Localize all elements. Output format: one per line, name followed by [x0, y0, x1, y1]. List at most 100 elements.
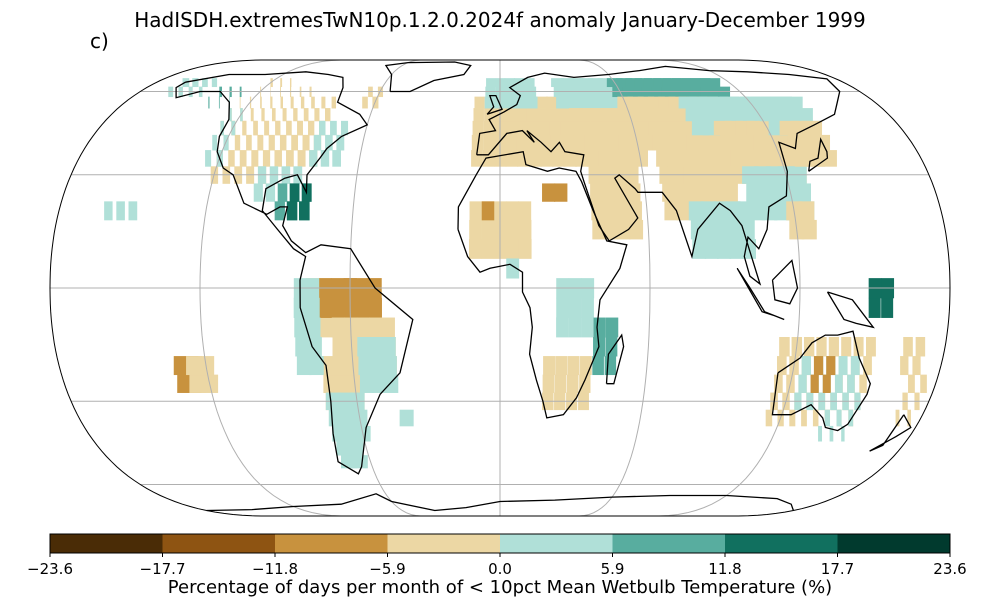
coastline [736, 267, 785, 321]
anomaly-cell [270, 78, 273, 88]
anomaly-cell [709, 96, 729, 109]
anomaly-cell [566, 96, 580, 109]
anomaly-cell [306, 317, 321, 338]
anomaly-cell [699, 78, 721, 88]
coastline [605, 333, 625, 385]
anomaly-cell [313, 134, 322, 151]
anomaly-cell [336, 134, 345, 151]
anomaly-cell [332, 336, 347, 357]
anomaly-cell [368, 297, 382, 318]
anomaly-cell [593, 120, 608, 136]
anomaly-cell [552, 150, 566, 167]
anomaly-cell [542, 183, 556, 202]
anomaly-cell [593, 317, 606, 338]
anomaly-cell [595, 134, 611, 151]
anomaly-cell [900, 356, 909, 376]
anomaly-cell [579, 108, 594, 122]
anomaly-cell [915, 336, 926, 357]
anomaly-cell [780, 96, 803, 109]
anomaly-cell [506, 239, 520, 259]
anomaly-cell [265, 183, 276, 202]
anomaly-cell [700, 201, 716, 221]
graticule [50, 60, 950, 516]
anomaly-cell [863, 356, 872, 376]
anomaly-cell [607, 96, 623, 109]
anomaly-cell [208, 96, 210, 109]
anomaly-cell [359, 374, 375, 393]
anomaly-cell [703, 219, 718, 240]
coastlines [175, 61, 912, 512]
anomaly-cell [274, 150, 282, 167]
anomaly-cell [234, 134, 241, 151]
anomaly-cell [290, 96, 294, 109]
anomaly-cell [605, 336, 618, 357]
coastline [457, 150, 628, 419]
anomaly-cell [356, 317, 371, 338]
anomaly-cell [372, 374, 387, 393]
anomaly-cell [525, 96, 538, 109]
anomaly-cell [848, 409, 854, 427]
anomaly-cell [515, 96, 527, 109]
anomaly-cell [798, 374, 807, 393]
anomaly-cell [381, 317, 395, 338]
meridian-line [349, 60, 421, 516]
colorbar [49, 533, 951, 557]
anomaly-cell [597, 78, 613, 88]
meridian-line [579, 60, 651, 516]
anomaly-cell [309, 150, 318, 167]
anomaly-cell [777, 356, 787, 376]
anomaly-cell [774, 374, 783, 393]
anomaly-cell [586, 96, 602, 109]
anomaly-cell [506, 258, 520, 279]
anomaly-cell [824, 409, 831, 427]
anomaly-cell [523, 78, 535, 88]
anomaly-cell [866, 336, 876, 357]
anomaly-cell [568, 317, 582, 338]
colorbar-tick-label: −11.8 [252, 560, 298, 578]
anomaly-cell [569, 78, 584, 88]
coastline [476, 65, 841, 286]
anomaly-cell [765, 409, 773, 427]
anomaly-cell [481, 239, 495, 259]
coastline [869, 414, 912, 452]
anomaly-cell [505, 96, 517, 109]
anomaly-cell [325, 134, 333, 151]
anomaly-cell [545, 96, 559, 109]
anomaly-cell [299, 201, 310, 221]
anomaly-cell [253, 183, 263, 202]
anomaly-cell [801, 120, 823, 136]
anomaly-cell [506, 201, 519, 221]
anomaly-cell [369, 336, 384, 357]
colorbar-tick-label: 5.9 [600, 560, 625, 578]
anomaly-cell [341, 120, 349, 136]
anomaly-cell [859, 374, 867, 393]
anomaly-cell [242, 120, 247, 136]
colorbar-segment [837, 534, 951, 553]
anomaly-cell [588, 78, 603, 88]
anomaly-cell [253, 120, 258, 136]
anomaly-cell [725, 201, 741, 221]
anomaly-cell [539, 134, 553, 151]
anomaly-cell [801, 409, 807, 427]
anomaly-cell [212, 134, 218, 151]
anomaly-cell [202, 78, 208, 88]
anomaly-cell [270, 96, 273, 109]
anomaly-cell [794, 183, 811, 202]
anomaly-cell [280, 96, 283, 109]
anomaly-cell [357, 336, 372, 357]
anomaly-cell [779, 336, 790, 357]
anomaly-cell [551, 78, 564, 88]
anomaly-cell [321, 356, 336, 376]
anomaly-cell [399, 409, 414, 427]
anomaly-cell [473, 108, 484, 122]
anomaly-cell [229, 108, 232, 122]
anomaly-cell [518, 219, 532, 240]
anomaly-cell [761, 201, 778, 221]
anomaly-cell [627, 96, 644, 109]
anomaly-cell [330, 120, 337, 136]
anomaly-cell [826, 356, 836, 376]
map-boundary [49, 59, 951, 517]
anomaly-cell [471, 134, 484, 151]
anomaly-cell [303, 108, 309, 122]
